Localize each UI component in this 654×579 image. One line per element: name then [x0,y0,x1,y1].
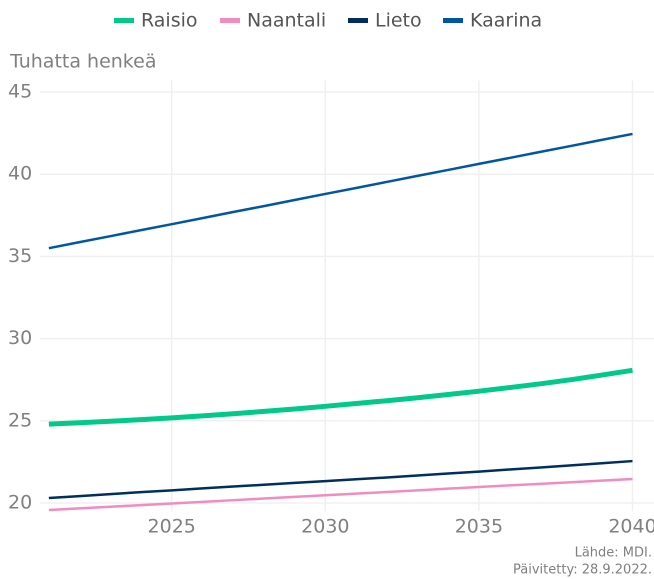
line [48,367,633,427]
legend-swatch [348,18,368,23]
line [48,132,633,250]
x-tick-label: 2035 [455,516,503,538]
updated: Päivitetty: 28.9.2022. [513,563,652,578]
y-tick-label: 40 [8,163,32,185]
source: Lähde: MDI. [575,546,652,561]
line [48,459,633,500]
y-tick-label: 35 [8,245,32,267]
legend-swatch [220,18,240,23]
legend-label: Naantali [247,10,326,32]
legend-swatch [443,18,463,23]
y-axis-label: Tuhatta henkeä [9,51,156,73]
legend-label: Kaarina [470,10,542,32]
legend-swatch [114,18,134,23]
y-tick-label: 20 [8,491,32,513]
legend-label: Raisio [141,10,198,32]
y-tick-label: 25 [8,409,32,431]
line [48,477,633,512]
legend-label: Lieto [375,10,422,32]
y-tick-label: 45 [8,81,32,103]
x-tick-label: 2030 [301,516,349,538]
x-tick-label: 2040 [608,516,654,538]
x-tick-label: 2025 [148,516,196,538]
y-tick-label: 30 [8,327,32,349]
